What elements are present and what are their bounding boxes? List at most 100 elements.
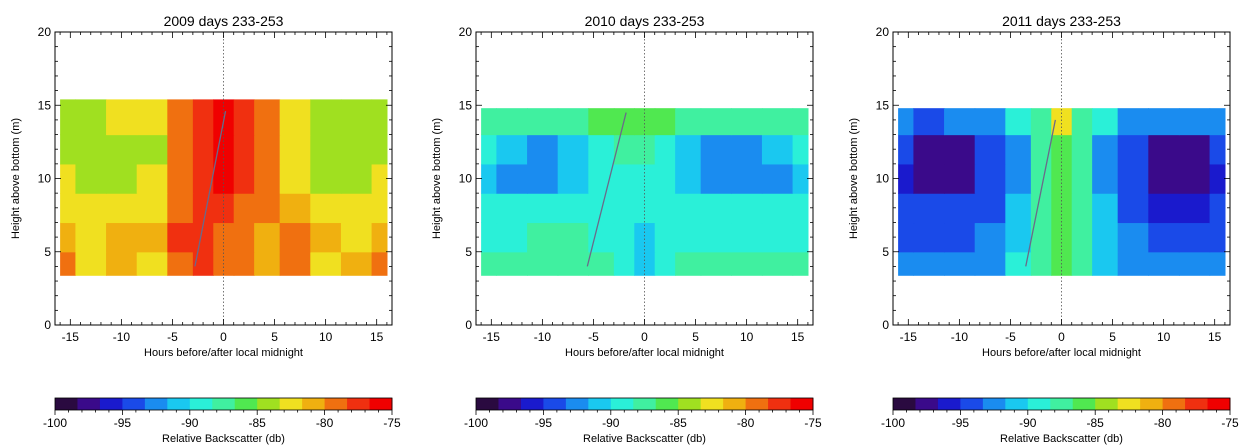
x-tick-label: -5 [167, 330, 178, 344]
colorbar-1: -100 -95 -90 -85 -80 -75 Relative Backscatter … [43, 397, 401, 445]
heatmap-cell [557, 108, 589, 136]
heatmap-cell [1071, 222, 1093, 253]
y-tick-label: 10 [459, 172, 473, 186]
heatmap-cell [75, 193, 107, 224]
heatmap-cell [913, 251, 945, 276]
heatmap-cell [340, 222, 373, 253]
heatmap-cell [613, 251, 635, 276]
heatmap-cell [654, 222, 676, 253]
colorbar-swatch [347, 398, 371, 410]
heatmap-cell [496, 134, 528, 165]
heatmap-cell [1071, 134, 1093, 165]
heatmap-cell [75, 222, 107, 253]
heatmap-cell [496, 222, 528, 253]
heatmap-cell [792, 108, 809, 136]
heatmap-cell [654, 251, 676, 276]
heatmap-cell [233, 193, 255, 224]
heatmap-cell [792, 251, 809, 276]
heatmap-cell [1030, 134, 1052, 165]
heatmap-cell [167, 222, 194, 253]
x-tick-label: -15 [62, 330, 80, 344]
heatmap-cell [1209, 108, 1226, 136]
heatmap-cell [1030, 193, 1052, 224]
colorbar-tick-label: -90 [602, 416, 620, 430]
heatmap-cell [1178, 251, 1211, 276]
heatmap-cell [106, 222, 138, 253]
heatmap-cell [310, 251, 342, 276]
y-tick-label: 20 [38, 25, 52, 39]
heatmap-cell [1209, 163, 1226, 194]
heatmap-cell [340, 134, 373, 165]
colorbar-swatch [520, 398, 544, 410]
heatmap-cell [1148, 222, 1180, 253]
heatmap-cell [1051, 108, 1073, 136]
heatmap-cell [557, 251, 589, 276]
colorbar-3: -100 -95 -90 -85 -80 -75 Relative Backscatter … [881, 397, 1239, 445]
y-axis-label: Height above bottom (m) [848, 118, 860, 239]
heatmap-cell [1092, 193, 1119, 224]
trend-line [586, 112, 627, 267]
heatmap-cell [481, 108, 498, 136]
heatmap-cell [496, 163, 528, 194]
heatmap-cell [654, 134, 676, 165]
heatmap-cell [974, 163, 1006, 194]
colorbar-tick-label: -80 [1154, 416, 1172, 430]
y-tick-label: 0 [882, 318, 889, 332]
x-tick-label: 15 [1208, 330, 1222, 344]
heatmap-cell [1148, 193, 1180, 224]
heatmap-cell [634, 222, 656, 253]
x-tick-label: -10 [113, 330, 131, 344]
colorbar-swatch [144, 398, 168, 410]
heatmap-cell [613, 193, 635, 224]
heatmap-cell [700, 108, 732, 136]
heatmap-cell [1178, 134, 1211, 165]
heatmap-cell [1030, 251, 1052, 276]
colorbar-swatch [723, 398, 747, 410]
x-axis-label: Hours before/after local midnight [982, 347, 1141, 359]
heatmap-cell [254, 222, 281, 253]
heatmap-cell [1051, 163, 1073, 194]
heatmap-cell [675, 108, 702, 136]
heatmap-cell [75, 99, 107, 136]
heatmap-cell [192, 193, 214, 224]
heatmap-cell [192, 222, 214, 253]
heatmap-cell [1148, 108, 1180, 136]
colorbar-swatch [212, 398, 236, 410]
heatmap-cell [700, 222, 732, 253]
x-tick-label: -15 [900, 330, 918, 344]
heatmap-cell [254, 99, 281, 136]
colorbar-tick-label: -75 [804, 416, 822, 430]
heatmap-cell [136, 222, 168, 253]
heatmap-cell [1030, 108, 1052, 136]
heatmap-cell [527, 222, 559, 253]
heatmap-cell [1209, 134, 1226, 165]
heatmap-cell [1030, 163, 1052, 194]
heatmap-cell [167, 134, 194, 165]
colorbar-swatch [324, 398, 348, 410]
colorbar-swatch [1095, 398, 1119, 410]
colorbar-tick-label: -80 [737, 416, 755, 430]
heatmap-cell [233, 222, 255, 253]
x-tick-label: 0 [1058, 330, 1065, 344]
colorbar-2: -100 -95 -90 -85 -80 -75 Relative Backscatter … [464, 397, 822, 445]
y-axis-label: Height above bottom (m) [10, 118, 22, 239]
heatmap-cell [1030, 222, 1052, 253]
heatmap-cell [1178, 193, 1211, 224]
heatmap-cell [700, 134, 732, 165]
heatmap-cell [1005, 251, 1032, 276]
heatmap-cell [310, 134, 342, 165]
heatmap-cell [136, 251, 168, 276]
heatmap-cell [700, 193, 732, 224]
heatmap-cell [279, 99, 311, 136]
heatmap-cell [1148, 134, 1180, 165]
colorbar-swatch [1140, 398, 1164, 410]
heatmap-cell [675, 134, 702, 165]
heatmap-cell [944, 251, 976, 276]
heatmap-cell [106, 193, 138, 224]
heatmap-cell [731, 163, 763, 194]
chart-panel-3: -15 -10 -5 0 5 10 15 0 5 10 15 20 2011 days 233-253 H… [848, 13, 1231, 359]
heatmap-cell [481, 163, 498, 194]
colorbar-tick-label: -85 [1087, 416, 1105, 430]
colorbar-swatch [234, 398, 258, 410]
heatmap-cell [1178, 108, 1211, 136]
